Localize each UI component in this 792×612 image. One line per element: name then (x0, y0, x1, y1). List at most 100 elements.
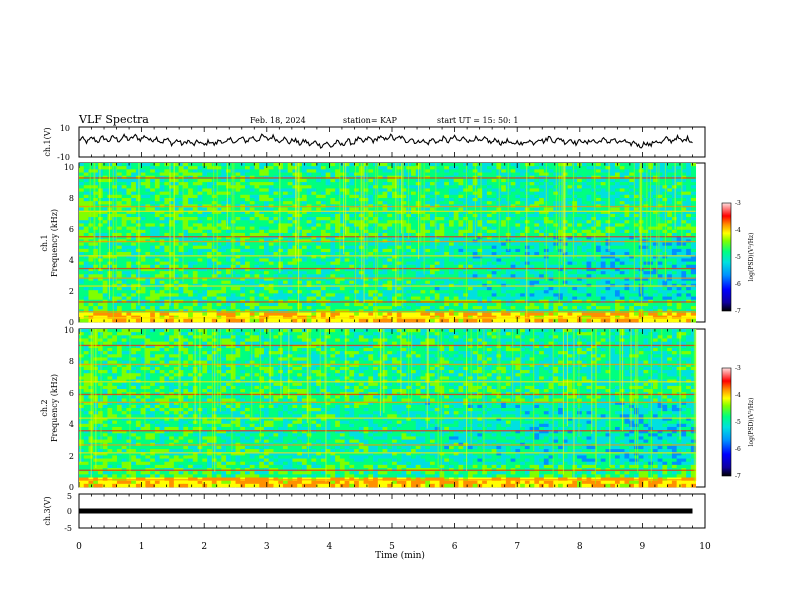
spectrogram-cell (339, 223, 346, 227)
spectrogram-cell (259, 248, 265, 253)
spectrogram-cell (245, 178, 251, 183)
spectrogram-cell (529, 178, 535, 183)
spectrogram-cell (97, 220, 104, 224)
spectrogram-cell (140, 242, 146, 247)
spectrogram-cell (444, 271, 450, 275)
spectrogram-cell (572, 277, 578, 282)
spectrogram-cell (297, 274, 303, 278)
spectrogram-cell (169, 258, 175, 262)
spectrogram-cell (425, 194, 431, 199)
spectrogram-cell (83, 201, 89, 205)
spectrogram-cell (202, 280, 208, 285)
spectrogram-cell (159, 194, 165, 199)
spectrogram-cell (463, 194, 469, 199)
spectrogram-cell (178, 163, 184, 167)
spectrogram-cell (116, 163, 123, 167)
spectrogram-cell (116, 229, 123, 234)
spectrogram-cell (202, 201, 208, 205)
ch1-voltage-panel: 10 -10 ch.1(V) (43, 124, 706, 162)
spectrogram-cell (79, 267, 85, 272)
spectrogram-cell (548, 210, 554, 215)
spectrogram-cell (377, 169, 383, 173)
spectrogram-cell (150, 264, 156, 269)
spectrogram-cell (339, 267, 346, 272)
spectrogram-cell (169, 236, 175, 240)
spectrogram-cell (472, 261, 478, 266)
spectrogram-cell (268, 197, 274, 202)
spectrogram-cell (448, 172, 455, 177)
spectrogram-cell (463, 255, 469, 259)
spectrogram-cell (458, 226, 464, 231)
spectrogram-cell (629, 267, 635, 272)
spectrogram-cell (605, 188, 611, 193)
spectrogram-cell (534, 207, 540, 212)
spectrogram-cell (188, 223, 194, 227)
spectrogram-cell (259, 223, 265, 227)
spectrogram-cell (382, 223, 388, 227)
spectrogram-cell (482, 197, 488, 202)
spectrogram-cell (477, 267, 483, 272)
spectrogram-cell (93, 252, 99, 256)
spectrogram-cell (235, 213, 241, 218)
spectrogram-cell (216, 223, 222, 227)
spectrogram-cell (477, 248, 483, 253)
spectrogram-cell (282, 242, 289, 247)
spectrogram-cell (221, 166, 227, 170)
spectrogram-cell (491, 166, 497, 170)
spectrogram-cell (486, 226, 493, 231)
spectrogram-cell (558, 169, 564, 173)
spectrogram-cell (676, 201, 682, 205)
spectrogram-cell (335, 172, 341, 177)
spectrogram-cell (591, 261, 597, 266)
spectrogram-cell (529, 271, 535, 275)
spectrogram-cell (667, 223, 673, 227)
spectrogram-cell (183, 188, 189, 193)
spectrogram-cell (216, 169, 222, 173)
spectrogram-cell (273, 226, 279, 231)
spectrogram-cell (591, 258, 597, 262)
spectrogram-cell (349, 223, 355, 227)
spectrogram-cell (154, 182, 161, 186)
spectrogram-cell (107, 191, 113, 196)
spectrogram-cell (97, 280, 104, 285)
spectrogram-cell (690, 264, 697, 269)
spectrogram-cell (268, 258, 274, 262)
spectrogram-cell (282, 182, 289, 186)
spectrogram-cell (301, 185, 308, 189)
spectrogram-cell (662, 280, 668, 285)
spectrogram-cell (287, 280, 293, 285)
spectrogram-cell (610, 178, 616, 183)
spectrogram-cell (472, 252, 478, 256)
spectrogram-cell (643, 229, 649, 234)
spectrogram-cell (510, 242, 516, 247)
spectrogram-cell (567, 191, 573, 196)
spectrogram-cell (467, 248, 474, 253)
spectrogram-cell (116, 166, 123, 170)
spectrogram-cell (425, 229, 431, 234)
spectrogram-cell (249, 252, 255, 256)
spectrogram-cell (192, 182, 198, 186)
spectrogram-cell (159, 267, 165, 272)
spectrogram-cell (164, 277, 170, 282)
spectrogram-cell (150, 236, 156, 240)
spectrogram-cell (349, 236, 355, 240)
spectrogram-cell (472, 271, 478, 275)
spectrogram-cell (93, 226, 99, 231)
spectrogram-cell (202, 267, 208, 272)
spectrogram-cell (572, 226, 578, 231)
spectrogram-cell (577, 169, 583, 173)
spectrogram-cell (154, 267, 161, 272)
spectrogram-cell (581, 267, 587, 272)
spectrogram-cell (629, 201, 635, 205)
spectrogram-cell (192, 197, 198, 202)
spectrogram-cell (477, 245, 483, 250)
spectrogram-cell (249, 242, 255, 247)
spectrogram-cell (643, 264, 649, 269)
spectrogram-cell (126, 252, 132, 256)
spectrogram-cell (491, 229, 497, 234)
spectrogram-cell (164, 185, 170, 189)
spectrogram-cell (301, 197, 308, 202)
spectrogram-cell (581, 182, 587, 186)
spectrogram-cell (482, 210, 488, 215)
spectrogram-cell (477, 280, 483, 285)
